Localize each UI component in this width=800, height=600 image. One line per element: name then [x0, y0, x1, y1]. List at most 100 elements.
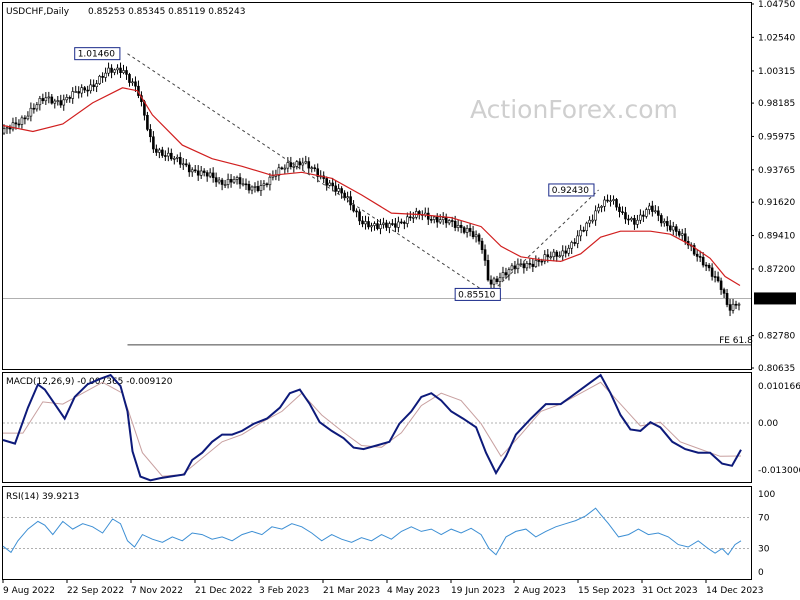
- candle-body: [244, 183, 248, 186]
- candle-body: [441, 217, 445, 220]
- price-tick-label: 0.87200: [758, 265, 795, 275]
- candle-body: [432, 216, 436, 220]
- macd-panel-frame: [2, 372, 752, 483]
- candle-body: [178, 156, 182, 165]
- candle-body: [134, 81, 137, 87]
- candle-body: [92, 84, 95, 87]
- candle-body: [633, 218, 636, 225]
- candle-body: [164, 155, 167, 157]
- rsi-tick-label: 30: [758, 545, 770, 555]
- candle-body: [731, 303, 735, 311]
- candle-body: [101, 75, 104, 78]
- candle-body: [663, 221, 666, 224]
- candle-body: [304, 161, 308, 164]
- candle-body: [373, 223, 376, 226]
- price-tick-label: 0.80635: [758, 364, 795, 374]
- candle-body: [316, 168, 320, 177]
- candle-body: [370, 225, 373, 228]
- candle-body: [501, 272, 505, 279]
- candle-body: [131, 81, 134, 84]
- candle-body: [349, 196, 352, 206]
- candle-body: [268, 176, 272, 186]
- candle-body: [292, 166, 296, 168]
- candle-body: [438, 219, 442, 223]
- candle-body: [89, 84, 92, 92]
- candle-body: [654, 210, 657, 213]
- candle-body: [618, 206, 621, 213]
- candle-body: [695, 253, 699, 257]
- price-tick-label: 1.04750: [758, 0, 795, 10]
- candle-body: [734, 303, 738, 306]
- candle-body: [113, 69, 116, 73]
- candle-body: [447, 220, 451, 224]
- candle-body: [146, 114, 149, 130]
- candle-body: [459, 224, 463, 228]
- candle-body: [406, 216, 409, 224]
- candle-body: [391, 223, 394, 225]
- candle-body: [713, 276, 717, 278]
- candle-body: [116, 67, 119, 71]
- swing-high-label-box: [74, 47, 121, 61]
- price-tick-label: 0.85243: [756, 294, 793, 304]
- macd-series: [2, 373, 742, 482]
- candle-body: [355, 210, 358, 213]
- candle-body: [110, 67, 113, 73]
- candle-body: [474, 234, 478, 238]
- price-tick-label: 0.93765: [758, 166, 795, 176]
- candle-body: [516, 263, 520, 270]
- candle-body: [510, 265, 514, 271]
- candle-body: [283, 167, 287, 170]
- candle-body: [208, 172, 212, 177]
- candle-body: [14, 122, 18, 125]
- candle-body: [594, 210, 597, 221]
- candle-body: [645, 209, 648, 217]
- candle-body: [477, 234, 481, 242]
- candle-body: [615, 199, 618, 208]
- trendline-dashed: [127, 53, 490, 295]
- reference-lines: [3, 297, 751, 550]
- current-price-badge: [754, 292, 796, 305]
- candle-body: [202, 170, 206, 173]
- moving-average-series: [2, 87, 741, 287]
- candle-body: [636, 219, 639, 225]
- candle-body: [223, 184, 227, 186]
- candle-body: [540, 260, 544, 263]
- candle-body: [56, 100, 60, 102]
- candle-body: [588, 219, 591, 224]
- candle-body: [289, 162, 293, 167]
- candle-body: [409, 216, 412, 219]
- candle-body: [471, 231, 475, 238]
- candle-body: [546, 254, 550, 258]
- candle-body: [50, 96, 54, 104]
- candle-body: [668, 225, 672, 231]
- candle-body: [630, 218, 633, 221]
- candle-body: [468, 228, 472, 232]
- candle-body: [552, 251, 556, 258]
- candle-body: [522, 263, 526, 269]
- candle-body: [450, 220, 454, 222]
- price-panel-frame: [2, 2, 752, 370]
- price-tick-label: 1.00315: [758, 67, 795, 77]
- x-tick-label: 19 Jun 2023: [451, 586, 505, 596]
- candle-body: [570, 242, 573, 249]
- candle-body: [680, 233, 684, 236]
- candle-body: [271, 175, 275, 178]
- candle-body: [199, 170, 203, 176]
- candle-body: [528, 263, 532, 265]
- candle-body: [214, 177, 218, 183]
- macd-tick-label: 0.00: [758, 419, 778, 429]
- candle-body: [35, 104, 39, 110]
- swing-high-2-label-box: [548, 183, 595, 197]
- candle-body: [220, 179, 224, 185]
- candle-body: [47, 96, 51, 99]
- candle-body: [531, 263, 535, 267]
- macd-line: [2, 373, 742, 482]
- candle-body: [576, 235, 579, 244]
- candle-body: [277, 167, 281, 176]
- candle-body: [606, 199, 609, 202]
- candle-body: [80, 87, 83, 94]
- fe-label: FE 61.8: [719, 336, 753, 346]
- candle-body: [358, 211, 361, 222]
- candle-body: [379, 224, 382, 229]
- x-tick-label: 21 Mar 2023: [323, 586, 380, 596]
